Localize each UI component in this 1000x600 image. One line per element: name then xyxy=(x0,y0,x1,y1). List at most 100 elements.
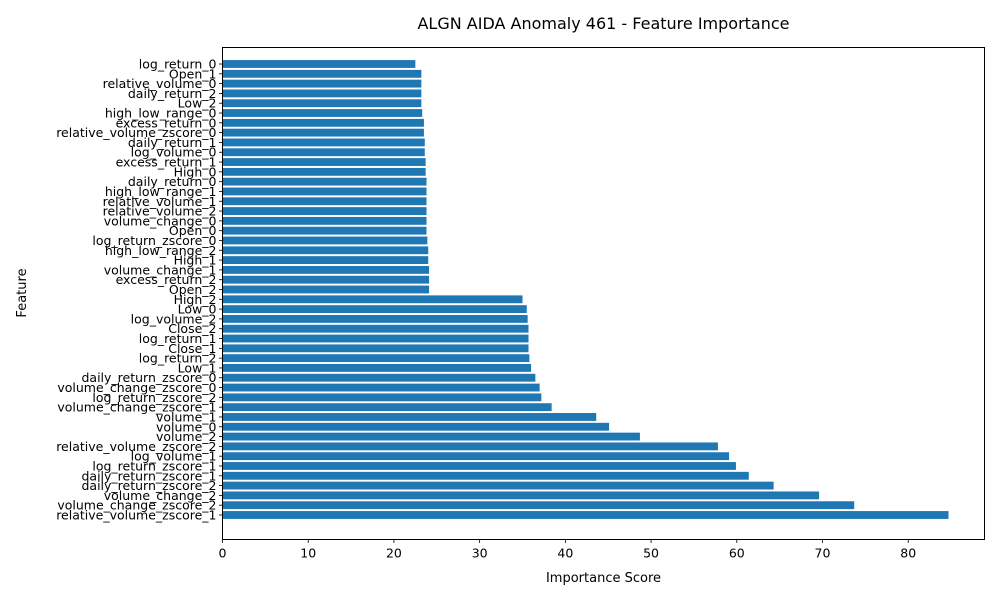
bar-volume_0 xyxy=(222,422,610,431)
bar-Low_0 xyxy=(222,305,527,314)
y-tick-label: log_return_2 xyxy=(139,351,217,366)
y-tick-label: high_low_range_2 xyxy=(105,243,217,258)
bar-relative_volume_1 xyxy=(222,197,427,206)
y-tick-label: Low_2 xyxy=(178,96,217,111)
y-tick-label: volume_1 xyxy=(156,409,217,424)
bar-log_return_2 xyxy=(222,354,530,363)
bar-high_low_range_0 xyxy=(222,109,423,117)
bar-log_return_zscore_1 xyxy=(222,462,736,470)
bar-daily_return_zscore_0 xyxy=(222,373,536,382)
bar-volume_change_zscore_2 xyxy=(222,501,855,510)
bar-Open_2 xyxy=(222,285,430,294)
y-tick-label: High_2 xyxy=(174,292,217,307)
bar-log_volume_1 xyxy=(222,452,730,461)
bar-relative_volume_0 xyxy=(222,79,422,88)
bar-Low_1 xyxy=(222,364,532,372)
x-tick-label: 70 xyxy=(815,546,831,561)
bar-excess_return_2 xyxy=(222,275,430,284)
y-tick-label: relative_volume_2 xyxy=(103,204,217,219)
y-tick-label: Open_0 xyxy=(169,223,217,238)
x-tick-label: 80 xyxy=(900,546,916,561)
y-tick-label: volume_change_1 xyxy=(104,262,217,277)
bar-log_return_zscore_2 xyxy=(222,393,542,402)
bar-Open_0 xyxy=(222,226,427,235)
bar-Open_1 xyxy=(222,69,422,78)
bar-relative_volume_zscore_0 xyxy=(222,128,424,137)
y-tick-label: volume_0 xyxy=(156,419,217,434)
x-tick-label: 60 xyxy=(729,546,745,561)
y-tick-label: volume_change_0 xyxy=(104,213,217,228)
bar-daily_return_zscore_1 xyxy=(222,471,749,480)
y-tick-label: relative_volume_0 xyxy=(103,76,217,91)
y-tick-label: excess_return_0 xyxy=(116,115,217,130)
bars-group xyxy=(222,60,949,519)
y-tick-label: log_return_zscore_1 xyxy=(92,458,216,473)
y-tick-label: relative_volume_zscore_1 xyxy=(56,508,216,523)
y-tick-label: volume_change_2 xyxy=(104,488,217,503)
bar-High_1 xyxy=(222,256,429,265)
bar-log_return_0 xyxy=(222,60,416,68)
y-tick-label: daily_return_zscore_1 xyxy=(81,468,216,483)
bar-relative_volume_zscore_1 xyxy=(222,511,949,519)
bar-volume_change_0 xyxy=(222,216,427,225)
bar-volume_2 xyxy=(222,432,640,441)
bar-excess_return_0 xyxy=(222,118,424,127)
y-tick-label: log_return_zscore_2 xyxy=(92,390,216,405)
bar-relative_volume_2 xyxy=(222,207,427,215)
bar-volume_change_zscore_1 xyxy=(222,403,552,412)
x-tick-label: 20 xyxy=(386,546,402,561)
bar-volume_change_zscore_0 xyxy=(222,383,540,392)
y-tick-label: volume_change_zscore_2 xyxy=(57,498,216,513)
y-tick-label: volume_change_zscore_1 xyxy=(57,400,216,415)
y-tick-labels: log_return_0Open_1relative_volume_0daily… xyxy=(56,57,223,523)
y-tick-label: Open_2 xyxy=(169,282,217,297)
y-tick-label: log_return_0 xyxy=(139,57,217,72)
bar-high_low_range_2 xyxy=(222,246,429,255)
bar-excess_return_1 xyxy=(222,158,426,166)
y-tick-label: log_return_1 xyxy=(139,331,217,346)
y-tick-label: volume_2 xyxy=(156,429,217,444)
y-tick-label: volume_change_zscore_0 xyxy=(57,380,216,395)
y-tick-label: excess_return_2 xyxy=(116,272,217,287)
bar-daily_return_1 xyxy=(222,138,425,147)
bar-High_2 xyxy=(222,295,523,304)
bar-Close_2 xyxy=(222,324,529,333)
y-tick-label: Close_1 xyxy=(168,341,216,356)
x-tick-label: 10 xyxy=(300,546,316,561)
bar-log_return_1 xyxy=(222,334,529,343)
bar-volume_change_2 xyxy=(222,491,820,500)
y-tick-label: high_low_range_0 xyxy=(105,106,217,121)
bar-volume_1 xyxy=(222,413,597,421)
bar-Low_2 xyxy=(222,99,422,108)
x-axis-label: Importance Score xyxy=(546,571,661,586)
y-tick-label: relative_volume_zscore_2 xyxy=(56,439,216,454)
x-tick-label: 0 xyxy=(219,546,227,561)
bar-High_0 xyxy=(222,167,426,176)
bar-log_volume_2 xyxy=(222,314,528,323)
x-tick-label: 50 xyxy=(643,546,659,561)
y-tick-label: daily_return_0 xyxy=(128,174,217,189)
y-tick-label: Open_1 xyxy=(169,66,217,81)
bar-log_return_zscore_0 xyxy=(222,236,428,245)
y-tick-label: log_return_zscore_0 xyxy=(92,233,216,248)
y-tick-label: Low_0 xyxy=(178,302,217,317)
y-tick-label: Low_1 xyxy=(178,360,217,375)
chart-title: ALGN AIDA Anomaly 461 - Feature Importan… xyxy=(417,14,789,33)
bar-Close_1 xyxy=(222,344,529,353)
bar-daily_return_0 xyxy=(222,177,427,186)
y-tick-label: daily_return_zscore_0 xyxy=(81,370,216,385)
y-axis-label: Feature xyxy=(15,268,30,317)
bar-log_volume_0 xyxy=(222,148,425,157)
bar-daily_return_2 xyxy=(222,89,422,98)
plot-frame xyxy=(222,47,985,540)
bar-volume_change_1 xyxy=(222,265,430,274)
bar-daily_return_zscore_2 xyxy=(222,481,774,490)
bar-relative_volume_zscore_2 xyxy=(222,442,718,451)
y-tick-label: high_low_range_1 xyxy=(105,184,217,199)
bar-high_low_range_1 xyxy=(222,187,427,196)
y-tick-label: log_volume_2 xyxy=(131,311,217,326)
x-tick-label: 40 xyxy=(557,546,573,561)
y-tick-label: log_volume_1 xyxy=(131,449,217,464)
